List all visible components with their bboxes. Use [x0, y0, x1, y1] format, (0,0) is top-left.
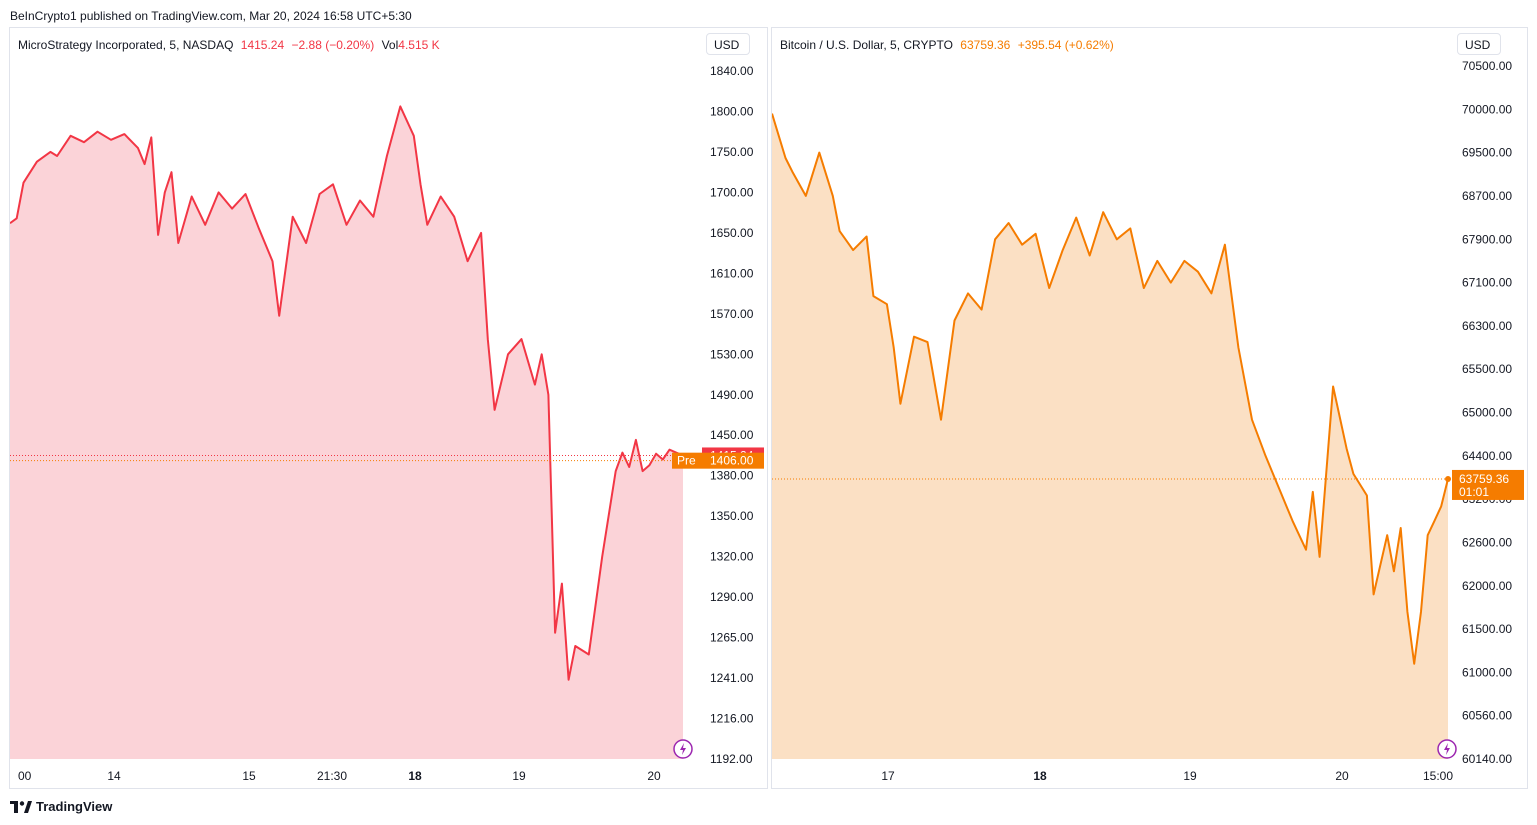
btc-x-tick: 19: [1183, 769, 1197, 783]
mstr-y-tick: 1840.00: [710, 64, 754, 78]
btc-y-tick: 60560.00: [1462, 709, 1512, 723]
mstr-x-tick: 18: [408, 769, 422, 783]
mstr-y-tick: 1750.00: [710, 145, 754, 159]
mstr-lightning-icon[interactable]: [673, 739, 693, 759]
mstr-vol-label: Vol: [381, 38, 399, 52]
btc-symbol: Bitcoin / U.S. Dollar, 5, CRYPTO: [780, 38, 953, 52]
mstr-premarket-tag: Pre: [677, 454, 696, 468]
btc-x-tick: 18: [1033, 769, 1047, 783]
publisher-line: BeInCrypto1 published on TradingView.com…: [10, 9, 412, 23]
mstr-premarket-value: 1406.00: [710, 454, 754, 468]
btc-change: +395.54 (+0.62%): [1017, 38, 1114, 52]
mstr-y-tick: 1350.00: [710, 509, 754, 523]
btc-price-line[interactable]: [772, 113, 1449, 665]
btc-y-tick: 65000.00: [1462, 406, 1512, 420]
mstr-y-tick: 1241.00: [710, 671, 754, 685]
mstr-y-tick: 1530.00: [710, 347, 754, 361]
btc-y-tick: 62600.00: [1462, 535, 1512, 549]
btc-bar-countdown: 01:01: [1459, 485, 1489, 499]
tradingview-brand: TradingView: [36, 799, 113, 814]
mstr-y-tick: 1265.00: [710, 631, 754, 645]
mstr-change: −2.88 (−0.20%): [291, 38, 375, 52]
mstr-y-tick: 1570.00: [710, 307, 754, 321]
btc-currency-button[interactable]: USD: [1457, 33, 1501, 55]
tradingview-footer[interactable]: TradingView: [10, 799, 112, 814]
mstr-y-tick: 1490.00: [710, 388, 754, 402]
btc-y-tick: 67100.00: [1462, 276, 1512, 290]
mstr-y-tick: 1610.00: [710, 266, 754, 280]
btc-y-tick: 60140.00: [1462, 752, 1512, 766]
mstr-y-tick: 1700.00: [710, 185, 754, 199]
mstr-y-tick: 1216.00: [710, 712, 754, 726]
btc-chart-pane[interactable]: 70500.00 70000.00 69500.00 68700.00 67900.00…: [771, 27, 1528, 789]
btc-last-price-label-bg: [1452, 469, 1524, 500]
mstr-x-tick: 21:30: [317, 769, 347, 783]
btc-y-tick: 62000.00: [1462, 579, 1512, 593]
mstr-x-tick: 00: [18, 769, 32, 783]
mstr-area-fill: [10, 106, 683, 759]
btc-y-tick: 61000.00: [1462, 665, 1512, 679]
btc-x-tick: 20: [1335, 769, 1349, 783]
btc-x-tick: 17: [881, 769, 895, 783]
btc-y-tick: 69500.00: [1462, 146, 1512, 160]
btc-y-tick: 65500.00: [1462, 362, 1512, 376]
btc-last-point: [1445, 475, 1451, 482]
mstr-y-tick: 1650.00: [710, 226, 754, 240]
btc-y-tick: 64400.00: [1462, 449, 1512, 463]
mstr-currency-button[interactable]: USD: [706, 33, 750, 55]
mstr-x-tick: 14: [107, 769, 121, 783]
mstr-chart-pane[interactable]: 1840.00 1800.00 1750.00 1700.00 1650.00 1610.…: [9, 27, 768, 789]
mstr-price-line[interactable]: [10, 105, 684, 681]
mstr-symbol: MicroStrategy Incorporated, 5, NASDAQ: [18, 38, 234, 52]
mstr-y-tick: 1450.00: [710, 428, 754, 442]
btc-y-tick: 67900.00: [1462, 232, 1512, 246]
mstr-premarket-label-bg: [672, 452, 764, 469]
btc-y-tick: 70000.00: [1462, 102, 1512, 116]
btc-lightning-icon[interactable]: [1437, 739, 1457, 759]
mstr-chart-canvas[interactable]: 1840.00 1800.00 1750.00 1700.00 1650.00 1610.…: [10, 28, 769, 790]
mstr-y-tick: 1320.00: [710, 550, 754, 564]
btc-y-tick: 61500.00: [1462, 622, 1512, 636]
mstr-y-tick: 1380.00: [710, 469, 754, 483]
btc-last-price: 63759.36: [960, 38, 1011, 52]
mstr-x-tick: 19: [512, 769, 526, 783]
btc-area-fill: [772, 113, 1448, 760]
btc-y-tick: 70500.00: [1462, 59, 1512, 73]
btc-y-tick: 66300.00: [1462, 319, 1512, 333]
mstr-vol-value: 4.515 K: [398, 38, 440, 52]
btc-last-price-label: 63759.36: [1459, 472, 1509, 486]
mstr-x-tick: 15: [242, 769, 256, 783]
mstr-legend: MicroStrategy Incorporated, 5, NASDAQ 14…: [18, 38, 444, 52]
tradingview-logo-icon: [10, 800, 32, 813]
mstr-y-tick: 1290.00: [710, 590, 754, 604]
mstr-last-price: 1415.24: [240, 38, 285, 52]
btc-chart-canvas[interactable]: 70500.00 70000.00 69500.00 68700.00 67900.00…: [772, 28, 1529, 790]
btc-legend: Bitcoin / U.S. Dollar, 5, CRYPTO 63759.3…: [780, 38, 1118, 52]
mstr-y-tick: 1192.00: [710, 752, 753, 766]
mstr-y-tick: 1800.00: [710, 104, 754, 118]
btc-x-tick: 15:00: [1423, 769, 1453, 783]
mstr-x-tick: 20: [647, 769, 661, 783]
btc-y-tick: 68700.00: [1462, 189, 1512, 203]
